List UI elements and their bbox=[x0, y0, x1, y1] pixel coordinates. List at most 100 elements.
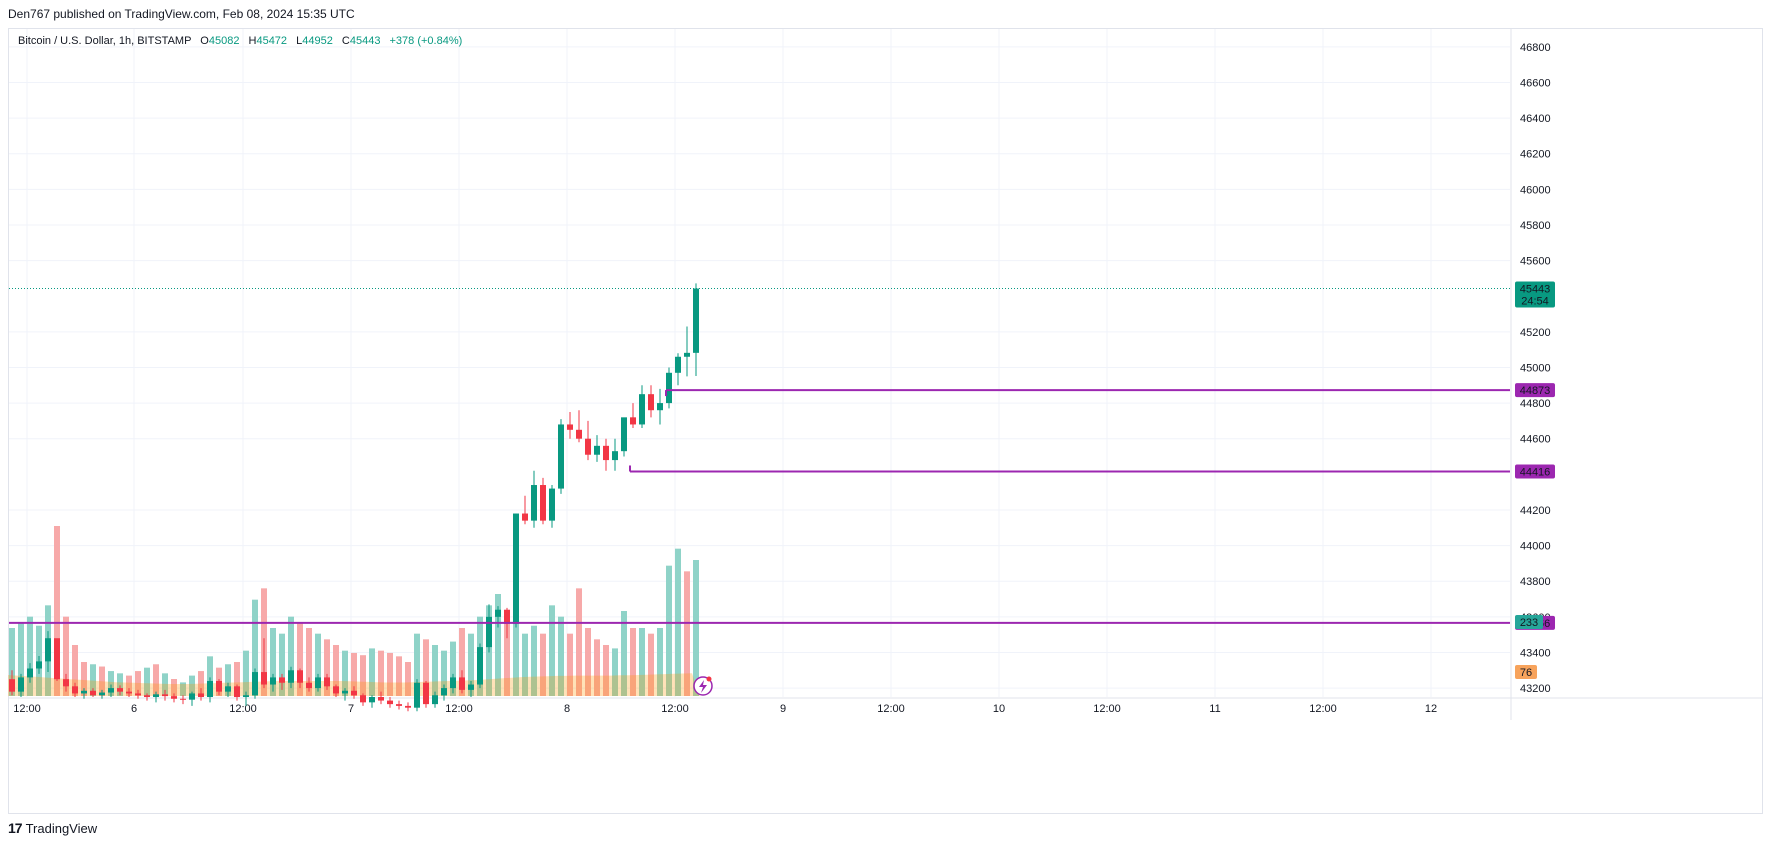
volume-bar bbox=[162, 673, 168, 696]
volume-bar bbox=[135, 671, 141, 696]
indicator-badge bbox=[1515, 615, 1543, 629]
candle-body bbox=[513, 513, 519, 624]
candle-body bbox=[198, 693, 204, 697]
candle-body bbox=[333, 686, 339, 694]
tradingview-logo-icon[interactable]: 17 bbox=[8, 820, 23, 836]
legend-low: 44952 bbox=[302, 35, 333, 47]
volume-bar bbox=[531, 625, 537, 696]
last-price-value: 45443 bbox=[1520, 284, 1551, 296]
candle-body bbox=[576, 429, 582, 439]
candle-body bbox=[558, 424, 564, 489]
candle-body bbox=[162, 694, 168, 697]
volume-bar bbox=[117, 673, 123, 696]
time-tick-label: 12:00 bbox=[661, 703, 689, 715]
price-tick-label: 45600 bbox=[1520, 256, 1551, 268]
candle-body bbox=[297, 670, 303, 683]
volume-bar bbox=[315, 633, 321, 696]
volume-bar bbox=[270, 628, 276, 696]
volume-bar bbox=[666, 565, 672, 696]
candle-body bbox=[117, 688, 123, 692]
candle-body bbox=[378, 697, 384, 701]
candle-body bbox=[423, 682, 429, 705]
price-tick-label: 45200 bbox=[1520, 327, 1551, 339]
time-tick-label: 12:00 bbox=[229, 703, 257, 715]
volume-bar bbox=[252, 599, 258, 696]
time-tick-label: 12:00 bbox=[13, 703, 41, 715]
volume-bar bbox=[612, 648, 618, 696]
candle-body bbox=[612, 451, 618, 461]
candle-body bbox=[450, 677, 456, 689]
footer: 17 TradingView bbox=[8, 820, 97, 836]
candle-body bbox=[486, 616, 492, 648]
candle-body bbox=[36, 661, 42, 669]
legend-high-label: H bbox=[248, 35, 257, 47]
candle-body bbox=[135, 693, 141, 696]
price-tick-label: 44800 bbox=[1520, 398, 1551, 410]
candle-body bbox=[153, 694, 159, 697]
chart-frame[interactable] bbox=[8, 28, 1763, 814]
candle-body bbox=[549, 488, 555, 521]
candle-body bbox=[657, 403, 663, 411]
volume-bar bbox=[522, 633, 528, 696]
legend-low-label: L bbox=[296, 35, 303, 47]
volume-bar bbox=[360, 655, 366, 696]
volume-bar bbox=[495, 594, 501, 696]
candle-body bbox=[99, 692, 105, 696]
candle-body bbox=[369, 697, 375, 703]
candle-body bbox=[207, 680, 213, 697]
candle-body bbox=[396, 704, 402, 706]
volume-bar bbox=[153, 664, 159, 696]
candle-body bbox=[81, 690, 87, 694]
volume-bar bbox=[648, 633, 654, 696]
volume-bar bbox=[99, 666, 105, 696]
volume-bar bbox=[144, 667, 150, 696]
candle-body bbox=[72, 686, 78, 694]
candle-body bbox=[648, 394, 654, 411]
volume-bar bbox=[108, 671, 114, 696]
volume-bar bbox=[225, 664, 231, 696]
volume-bar bbox=[387, 652, 393, 696]
candle-body bbox=[234, 686, 240, 697]
volume-bar bbox=[657, 628, 663, 696]
legend-symbol: Bitcoin / U.S. Dollar, 1h, BITSTAMP bbox=[18, 35, 192, 47]
candle-body bbox=[540, 485, 546, 521]
candle-body bbox=[666, 372, 672, 404]
candle-body bbox=[216, 680, 222, 692]
last-price-badge bbox=[1515, 281, 1555, 308]
footer-brand[interactable]: TradingView bbox=[25, 820, 98, 836]
volume-bar bbox=[54, 526, 60, 696]
candle-body bbox=[351, 690, 357, 696]
candle-body bbox=[603, 445, 609, 461]
candle-body bbox=[171, 696, 177, 699]
time-tick-label: 12:00 bbox=[445, 703, 473, 715]
candle-body bbox=[54, 638, 60, 680]
legend-high: 45472 bbox=[256, 35, 288, 47]
indicator-value: 76 bbox=[1520, 667, 1532, 679]
candle-body bbox=[90, 690, 96, 696]
volume-bar bbox=[576, 588, 582, 696]
volume-bar bbox=[342, 650, 348, 696]
volume-bar bbox=[450, 641, 456, 696]
candle-body bbox=[9, 679, 15, 692]
volume-bar bbox=[621, 611, 627, 696]
volume-bar bbox=[369, 648, 375, 696]
time-tick-label: 9 bbox=[780, 703, 786, 715]
price-tick-label: 46000 bbox=[1520, 184, 1551, 196]
candle-body bbox=[189, 693, 195, 700]
candle-body bbox=[495, 609, 501, 617]
price-tick-label: 46600 bbox=[1520, 77, 1551, 89]
candle-body bbox=[432, 695, 438, 705]
indicator-badge bbox=[1515, 665, 1537, 679]
time-tick-label: 10 bbox=[993, 703, 1005, 715]
volume-bar bbox=[423, 639, 429, 696]
volume-bar bbox=[414, 633, 420, 696]
candle-body bbox=[630, 417, 636, 425]
candle-body bbox=[315, 677, 321, 689]
volume-bar bbox=[279, 633, 285, 696]
volume-bar bbox=[540, 633, 546, 696]
volume-bar bbox=[234, 662, 240, 696]
volume-bar bbox=[180, 682, 186, 696]
candle-body bbox=[441, 688, 447, 696]
volume-bar bbox=[9, 628, 15, 696]
